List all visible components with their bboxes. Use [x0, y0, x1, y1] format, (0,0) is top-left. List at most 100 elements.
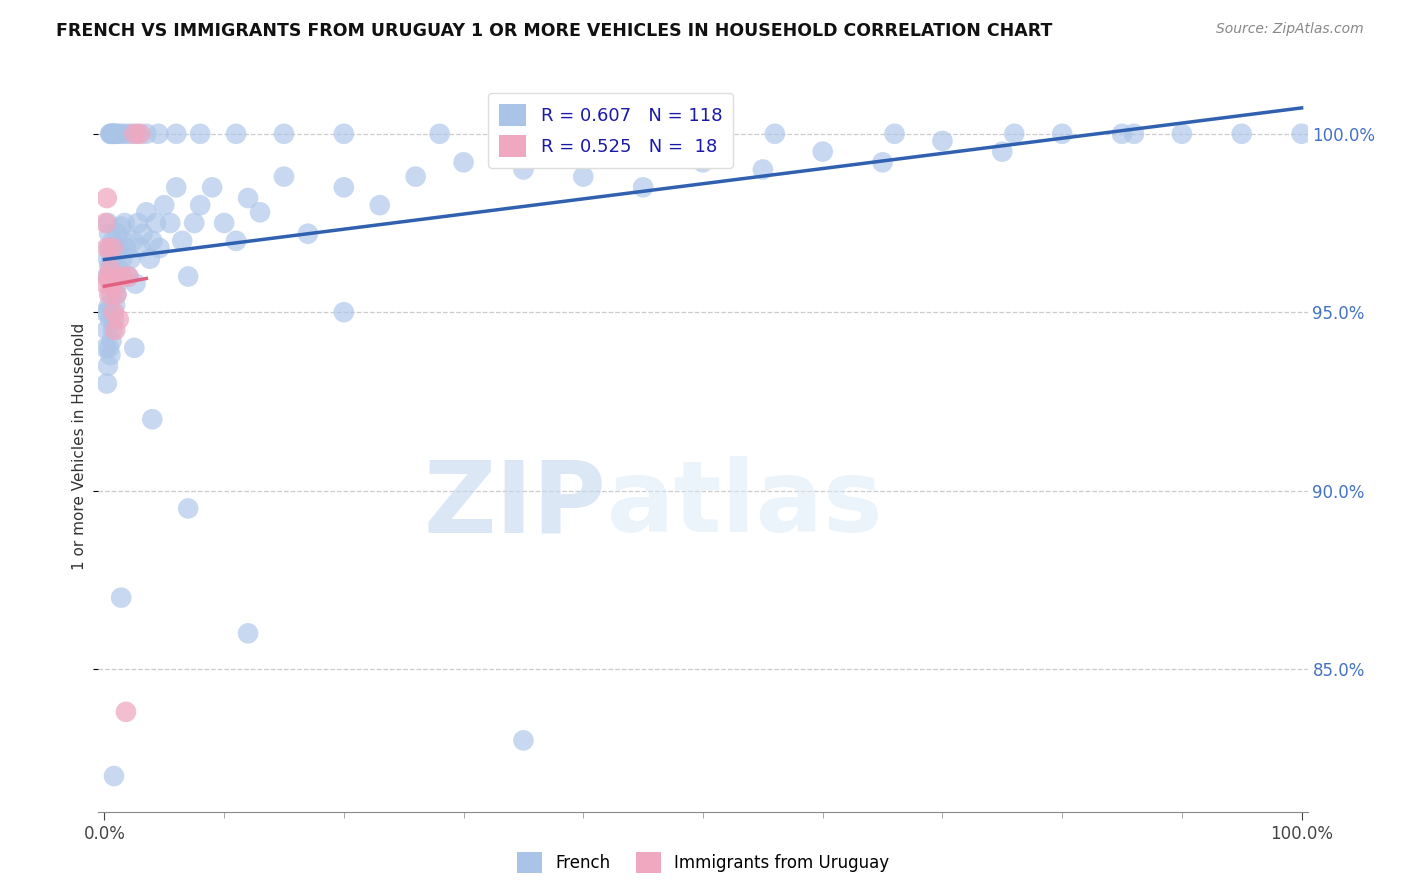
Point — [931, 134, 953, 148]
Point — [692, 155, 714, 169]
Point — [100, 277, 122, 291]
Legend: R = 0.607   N = 118, R = 0.525   N =  18: R = 0.607 N = 118, R = 0.525 N = 18 — [488, 93, 733, 168]
Point — [135, 205, 157, 219]
Point — [100, 312, 122, 326]
Point — [96, 241, 118, 255]
Point — [100, 287, 122, 301]
Point — [100, 127, 122, 141]
Y-axis label: 1 or more Vehicles in Household: 1 or more Vehicles in Household — [72, 322, 87, 570]
Point — [883, 127, 905, 141]
Point — [97, 305, 120, 319]
Point — [101, 277, 124, 291]
Point — [105, 127, 128, 141]
Point — [127, 127, 149, 141]
Point — [103, 262, 125, 277]
Point — [104, 323, 127, 337]
Point — [101, 241, 124, 255]
Point — [107, 127, 129, 141]
Point — [1291, 127, 1313, 141]
Point — [97, 252, 120, 266]
Point — [177, 501, 200, 516]
Point — [188, 127, 211, 141]
Point — [100, 348, 122, 362]
Point — [100, 277, 122, 291]
Point — [111, 269, 134, 284]
Point — [98, 259, 121, 273]
Text: Source: ZipAtlas.com: Source: ZipAtlas.com — [1216, 22, 1364, 37]
Point — [96, 191, 118, 205]
Point — [333, 305, 356, 319]
Point — [752, 162, 775, 177]
Point — [107, 262, 129, 277]
Point — [1171, 127, 1194, 141]
Point — [101, 127, 124, 141]
Point — [101, 323, 124, 337]
Point — [1002, 127, 1025, 141]
Point — [145, 216, 167, 230]
Point — [103, 312, 125, 326]
Point — [1111, 127, 1133, 141]
Point — [94, 277, 117, 291]
Point — [429, 127, 451, 141]
Point — [100, 334, 122, 348]
Point — [103, 305, 125, 319]
Point — [122, 234, 145, 248]
Point — [188, 198, 211, 212]
Point — [96, 323, 118, 337]
Point — [124, 277, 146, 291]
Point — [139, 252, 162, 266]
Point — [141, 234, 163, 248]
Point — [104, 127, 127, 141]
Point — [101, 127, 124, 141]
Point — [172, 234, 194, 248]
Point — [148, 127, 170, 141]
Point — [98, 241, 121, 255]
Point — [159, 216, 181, 230]
Point — [405, 169, 427, 184]
Point — [94, 305, 117, 319]
Point — [100, 252, 122, 266]
Point — [96, 376, 118, 391]
Point — [453, 155, 475, 169]
Point — [1123, 127, 1146, 141]
Point — [141, 412, 163, 426]
Point — [97, 359, 120, 373]
Point — [105, 287, 128, 301]
Point — [368, 198, 391, 212]
Point — [165, 180, 187, 194]
Point — [110, 591, 132, 605]
Point — [104, 248, 127, 262]
Point — [107, 227, 129, 241]
Point — [236, 191, 259, 205]
Point — [111, 252, 134, 266]
Point — [103, 127, 125, 141]
Point — [124, 127, 146, 141]
Point — [117, 269, 139, 284]
Point — [225, 127, 247, 141]
Legend: French, Immigrants from Uruguay: French, Immigrants from Uruguay — [510, 846, 896, 880]
Point — [98, 227, 121, 241]
Point — [201, 180, 224, 194]
Point — [100, 241, 122, 255]
Point — [148, 241, 170, 255]
Point — [94, 341, 117, 355]
Point — [763, 127, 786, 141]
Point — [297, 227, 319, 241]
Point — [115, 127, 138, 141]
Point — [572, 169, 595, 184]
Point — [183, 216, 205, 230]
Point — [101, 234, 124, 248]
Point — [94, 216, 117, 230]
Point — [115, 705, 138, 719]
Point — [129, 127, 152, 141]
Point — [104, 298, 127, 312]
Point — [132, 227, 155, 241]
Point — [631, 180, 654, 194]
Point — [114, 216, 136, 230]
Point — [333, 180, 356, 194]
Text: atlas: atlas — [606, 456, 883, 553]
Point — [1050, 127, 1073, 141]
Point — [107, 277, 129, 291]
Point — [225, 234, 247, 248]
Point — [100, 127, 122, 141]
